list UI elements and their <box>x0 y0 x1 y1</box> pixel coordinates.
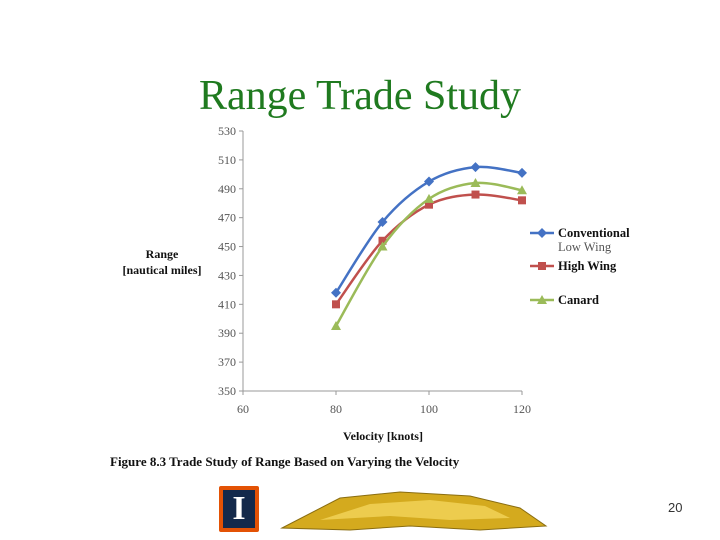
data-point <box>331 287 341 298</box>
x-axis-title: Velocity [knots] <box>343 429 423 443</box>
banner-highlight <box>320 500 510 520</box>
y-tick-label: 470 <box>218 211 236 225</box>
data-point <box>377 217 388 227</box>
data-point <box>470 178 481 187</box>
decorative-banner <box>280 491 548 531</box>
university-logo: I <box>219 486 259 532</box>
data-point <box>424 193 434 203</box>
x-tick-label: 120 <box>513 402 531 416</box>
legend-label: Low Wing <box>558 240 612 254</box>
logo-letter: I <box>223 490 255 528</box>
data-point <box>332 300 340 309</box>
y-tick-label: 370 <box>218 355 236 369</box>
data-point <box>517 185 527 195</box>
y-tick-label: 430 <box>218 268 236 282</box>
legend-marker <box>537 295 547 304</box>
series-layer <box>331 162 527 330</box>
y-tick-label: 490 <box>218 182 236 196</box>
x-tick-labels: 60 80 100 120 <box>237 402 531 416</box>
y-tick-labels: 350 370 390 410 430 450 470 490 510 530 <box>218 124 236 398</box>
y-tick-label: 390 <box>218 326 236 340</box>
legend-marker <box>537 228 547 238</box>
legend-label: Canard <box>558 293 599 307</box>
chart-axes <box>239 130 523 395</box>
y-axis-title-line2: [nautical miles] <box>123 263 202 277</box>
series-2 <box>331 178 527 330</box>
y-tick-label: 510 <box>218 153 236 167</box>
data-point <box>377 241 388 251</box>
legend-label: Conventional <box>558 226 630 240</box>
x-tick-label: 100 <box>420 402 438 416</box>
data-point <box>471 190 480 199</box>
page-number: 20 <box>668 500 683 515</box>
y-tick-label: 350 <box>218 384 236 398</box>
data-point <box>517 167 527 178</box>
legend-label: High Wing <box>558 259 617 273</box>
y-tick-label: 410 <box>218 297 236 311</box>
x-tick-label: 60 <box>237 402 249 416</box>
slide-title: Range Trade Study <box>198 73 521 119</box>
y-tick-label: 530 <box>218 124 236 138</box>
figure-caption: Figure 8.3 Trade Study of Range Based on… <box>110 454 460 469</box>
x-tick-label: 80 <box>330 402 342 416</box>
data-point <box>331 321 341 330</box>
y-tick-label: 450 <box>218 240 236 254</box>
y-axis-title-line1: Range <box>146 247 179 261</box>
data-point <box>470 162 481 173</box>
legend-marker <box>538 262 546 270</box>
data-point <box>378 236 387 245</box>
series-1 <box>332 190 526 309</box>
data-point <box>518 196 526 205</box>
data-point <box>424 176 434 187</box>
data-point <box>425 200 433 209</box>
series-0 <box>331 162 527 298</box>
